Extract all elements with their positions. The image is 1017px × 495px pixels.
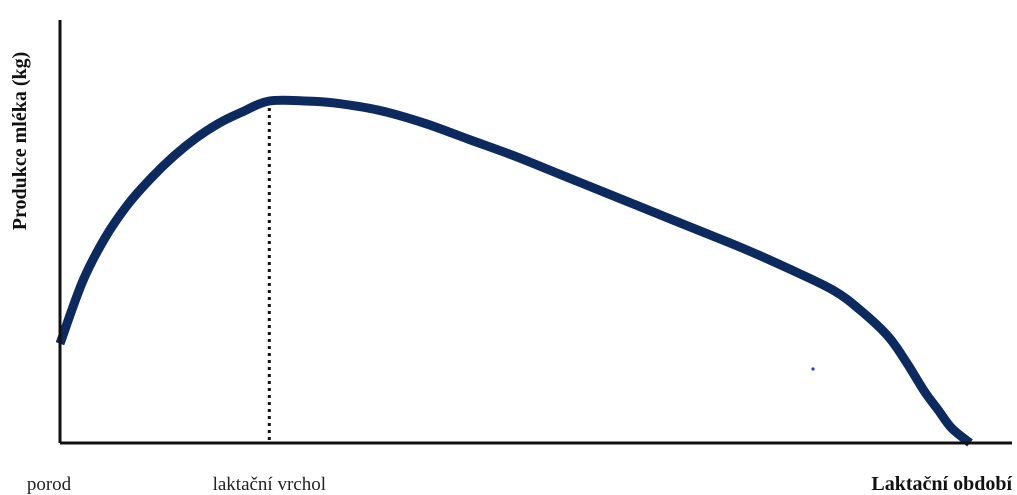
- x-axis-title: Laktační období: [871, 473, 1012, 495]
- y-axis-title: Produkce mléka (kg): [9, 52, 31, 231]
- x-tick-label-peak: laktační vrchol: [213, 474, 326, 495]
- lactation-curve-line: [55, 95, 973, 447]
- plot-area: [55, 95, 973, 447]
- x-tick-label-porod: porod: [27, 474, 72, 495]
- stray-dot: [811, 367, 815, 371]
